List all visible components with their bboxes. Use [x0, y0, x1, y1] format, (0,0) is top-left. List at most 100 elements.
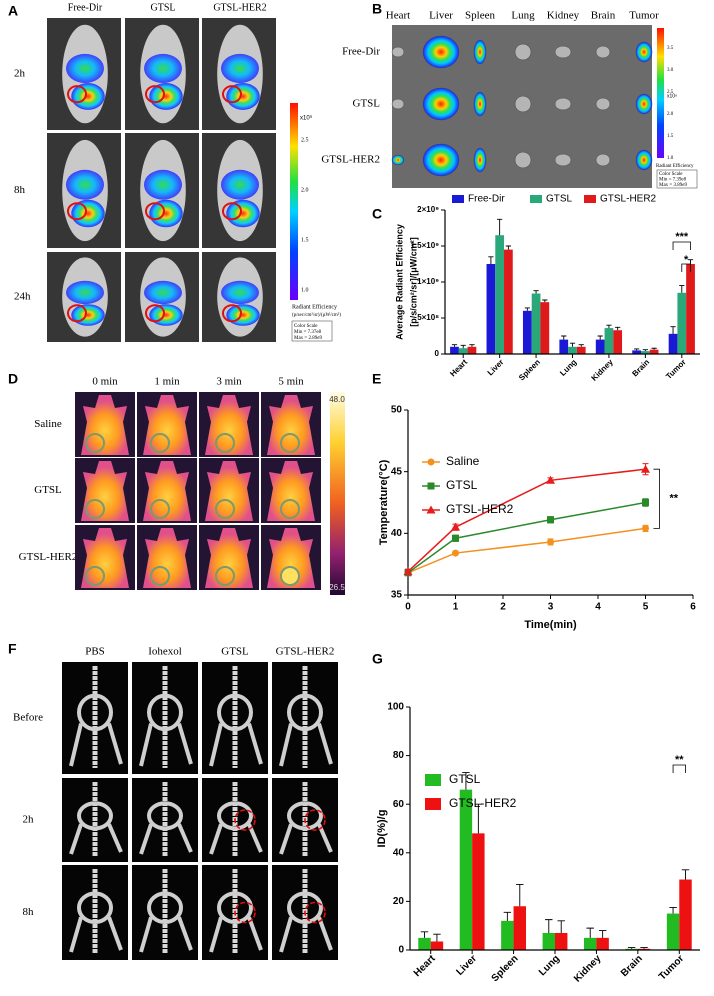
x-tick-label: Spleen: [490, 953, 521, 984]
pelvis: [77, 801, 113, 831]
error-bar: [627, 947, 636, 949]
organ: [391, 98, 405, 110]
bar: [640, 351, 650, 354]
bar: [576, 346, 586, 354]
tumor-circle: [67, 202, 87, 221]
x-tick-label: Kidney: [572, 953, 604, 985]
x-tick-label: Kidney: [590, 357, 616, 383]
error-bar: [542, 299, 548, 303]
significance-label: ***: [675, 231, 689, 243]
tumor-circle: [280, 566, 300, 586]
pelvis: [147, 693, 183, 732]
bar: [666, 913, 680, 950]
column-label: PBS: [85, 646, 105, 658]
row-label: GTSL: [353, 98, 381, 110]
error-bar: [533, 290, 539, 294]
row-label: 24h: [14, 291, 31, 303]
error-bar: [462, 772, 470, 790]
bar: [613, 330, 623, 354]
femur: [317, 723, 333, 765]
data-point: [452, 549, 459, 557]
error-bar: [433, 933, 441, 942]
femur: [107, 823, 123, 853]
column-label: Spleen: [465, 10, 495, 22]
femur: [209, 723, 223, 767]
error-bar: [460, 344, 466, 349]
row-label: 2h: [14, 68, 26, 80]
organ: [422, 143, 460, 177]
tumor-circle: [304, 901, 326, 924]
legend-label: GTSL: [546, 194, 573, 205]
x-tick-label: Heart: [412, 953, 438, 979]
column-label: Tumor: [629, 10, 659, 22]
color-scale-text: Max = 2.89e9: [294, 336, 322, 341]
colorbar-tick: 3.5: [667, 46, 674, 51]
femur: [69, 916, 83, 953]
femur: [209, 823, 223, 855]
bar: [632, 350, 641, 354]
data-point: [546, 475, 555, 484]
organ: [635, 149, 653, 171]
panel-letter: E: [372, 371, 381, 387]
legend-label: GTSL-HER2: [446, 502, 514, 516]
data-point: [403, 567, 413, 576]
tumor-circle: [222, 85, 242, 104]
bar: [501, 920, 514, 950]
y-tick-label: 5×10⁸: [417, 313, 439, 322]
legend-label: GTSL: [449, 772, 481, 786]
color-scale-text: Max = 3.89e9: [659, 183, 687, 188]
column-label: GTSL: [151, 2, 176, 13]
bar: [637, 948, 651, 950]
tumor-circle: [234, 809, 256, 831]
bar: [679, 879, 692, 950]
tumor-circle: [85, 566, 105, 586]
column-label: Iohexol: [148, 646, 182, 658]
significance-label: **: [670, 493, 679, 505]
bar: [686, 264, 695, 354]
y-tick-label: 40: [393, 847, 405, 858]
organ: [635, 93, 653, 115]
organ: [514, 95, 532, 113]
organ: [554, 97, 572, 111]
mouse-silhouette: [143, 395, 191, 455]
series-line: [407, 501, 646, 574]
bar: [513, 906, 526, 950]
bar: [430, 941, 444, 950]
x-tick-label: 1: [453, 602, 459, 613]
x-tick-label: 4: [595, 602, 601, 613]
y-axis-label: [p/s/cm²/sr]/[μW/cm²]: [408, 237, 418, 327]
tumor-circle: [85, 499, 105, 519]
signal: [226, 199, 260, 228]
bar: [467, 346, 477, 354]
legend-swatch: [425, 774, 441, 786]
organ: [514, 43, 532, 61]
bar: [495, 235, 505, 354]
error-bar: [561, 335, 567, 340]
y-tick-label: 100: [387, 702, 404, 713]
row-label: 8h: [23, 906, 35, 918]
data-point: [642, 524, 649, 532]
x-tick-label: 0: [405, 602, 411, 613]
femur: [107, 723, 123, 765]
signal: [221, 169, 259, 200]
error-bar: [524, 307, 530, 311]
significance-bracket: [672, 764, 686, 773]
series-line: [407, 527, 646, 574]
femur: [177, 916, 193, 951]
colorbar-tick: 1.5: [667, 134, 674, 139]
error-bar: [545, 919, 553, 933]
organ: [473, 39, 487, 65]
femur: [279, 916, 293, 953]
color-scale-box: [656, 169, 698, 189]
error-bar: [669, 907, 677, 914]
bar: [649, 349, 659, 354]
error-bar: [606, 324, 612, 329]
signal: [71, 304, 105, 326]
legend-marker: [427, 482, 435, 490]
pelvis: [287, 891, 323, 924]
column-label: 5 min: [278, 376, 304, 388]
bar: [555, 932, 568, 950]
column-label: Liver: [429, 10, 453, 22]
